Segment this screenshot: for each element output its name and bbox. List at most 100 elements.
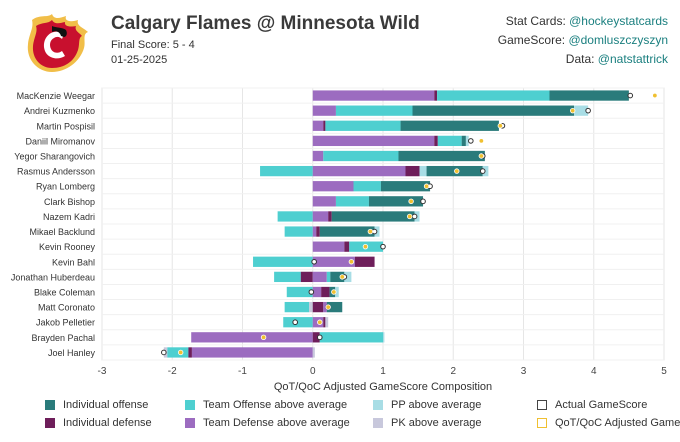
bar-segment-ind-off [326, 301, 343, 313]
actual-gamescore-marker [468, 138, 474, 144]
qot-gamescore-marker [478, 138, 485, 144]
final-score: Final Score: 5 - 4 [111, 39, 195, 51]
actual-gamescore-marker [316, 334, 323, 341]
player-name-label: Kevin Rooney [39, 242, 96, 252]
bar-segment-pp [465, 135, 469, 147]
bar-segment-ind-off [398, 150, 485, 162]
bar-segment-team-off [353, 181, 381, 192]
x-tick-label: 5 [661, 366, 667, 377]
bar-segment-team-off [326, 271, 331, 283]
actual-gamescore-marker [627, 92, 634, 99]
qot-gamescore-marker [325, 304, 331, 310]
qot-gamescore-marker [177, 349, 184, 356]
player-name-label: Jonathan Huberdeau [11, 272, 95, 282]
actual-gamescore-marker [585, 107, 591, 114]
player-name-label: Andrei Kuzmenko [24, 106, 95, 116]
player-name-label: Kevin Bahl [52, 257, 95, 267]
qot-gamescore-marker [497, 123, 504, 129]
qot-gamescore-marker [317, 319, 323, 325]
qot-gamescore-marker [454, 168, 460, 174]
bar-segment-pk [325, 317, 329, 328]
actual-gamescore-marker [308, 289, 315, 295]
credit-data: Data: @natstattrick [565, 52, 668, 66]
qot-gamescore-marker [367, 228, 374, 235]
qot-gamescore-marker [569, 107, 576, 114]
bar-segment-team-off [284, 301, 310, 313]
qot-gamescore-marker [406, 213, 413, 220]
bar-segment-team-off [283, 317, 313, 328]
bar-segment-ind-off [380, 181, 431, 192]
x-tick-label: 0 [310, 366, 316, 377]
x-axis-label: QoT/QoC Adjusted GameScore Composition [274, 381, 492, 393]
bar-segment-ind-def [323, 120, 326, 131]
bar-segment-team-off [335, 196, 369, 207]
qot-gamescore-marker [408, 198, 414, 205]
bar-segment-pp [482, 165, 489, 177]
x-tick-label: 1 [380, 366, 386, 377]
bar-segment-ind-off [319, 226, 375, 237]
bar-segment-team-def [312, 226, 317, 237]
actual-gamescore-marker [411, 213, 418, 220]
qot-gamescore-marker [348, 259, 355, 265]
bar-segment-team-off [274, 271, 301, 283]
player-name-label: Nazem Kadri [43, 212, 95, 222]
x-tick-label: -3 [98, 366, 107, 377]
bar-segment-ind-off [412, 105, 575, 116]
actual-gamescore-marker [292, 319, 298, 326]
actual-gamescore-marker [479, 168, 486, 174]
x-tick-label: 3 [521, 366, 527, 377]
bar-segment-team-def [312, 90, 435, 101]
game-date: 01-25-2025 [111, 54, 168, 66]
bar-segment-ind-def [316, 226, 320, 237]
bar-segment-team-off [335, 105, 413, 116]
qot-gamescore-marker [423, 183, 430, 189]
chart-title: Calgary Flames @ Minnesota Wild [111, 13, 420, 34]
player-name-label: Clark Bishop [44, 197, 95, 207]
bar-segment-team-off [260, 165, 313, 177]
player-name-label: Rasmus Andersson [17, 167, 95, 177]
credit-stat-cards: Stat Cards: @hockeystatcards [505, 14, 668, 28]
credit-handle-link[interactable]: @natstattrick [597, 52, 668, 66]
credits: Stat Cards: @hockeystatcards GameScore: … [498, 12, 668, 69]
bar-segment-team-def [312, 135, 435, 147]
credit-handle-link[interactable]: @domluszczyszyn [568, 33, 668, 47]
player-name-label: Brayden Pachal [31, 333, 95, 343]
bar-segment-team-off [286, 286, 313, 298]
credit-gamescore: GameScore: @domluszczyszyn [497, 33, 668, 47]
bar-segment-team-def [312, 120, 324, 131]
x-tick-label: 4 [591, 366, 597, 377]
qot-gamescore-marker [339, 274, 345, 280]
bar-segment-team-def [312, 241, 345, 252]
bar-segment-team-off [284, 226, 313, 237]
player-name-label: Daniil Miromanov [25, 136, 95, 146]
player-name-label: Matt Coronato [38, 303, 95, 313]
bar-segment-team-off [253, 256, 313, 267]
qot-gamescore-marker [362, 243, 369, 250]
bar-segment-pk [312, 347, 315, 358]
bar-segment-ind-def [405, 165, 420, 177]
bar-segment-ind-off [549, 90, 629, 101]
bar-segment-ind-def [312, 332, 320, 343]
player-name-label: MacKenzie Weegar [17, 91, 95, 101]
bar-segment-ind-off [331, 211, 415, 222]
bar-segment-ind-def [312, 301, 324, 313]
bar-segment-team-def [312, 105, 336, 116]
bar-segment-team-def [312, 150, 324, 162]
x-tick-label: -1 [238, 366, 247, 377]
bar-segment-team-def [312, 165, 406, 177]
actual-gamescore-marker [420, 198, 426, 205]
player-name-label: Joel Hanley [48, 348, 96, 358]
bar-segment-team-def [312, 196, 336, 207]
qot-gamescore-marker [652, 92, 658, 99]
bar-segment-team-off [323, 150, 399, 162]
actual-gamescore-marker [380, 243, 386, 250]
bar-segment-team-off [319, 332, 383, 343]
bar-segment-team-off [437, 90, 550, 101]
credit-handle-link[interactable]: @hockeystatcards [569, 14, 668, 28]
qot-gamescore-marker [331, 289, 337, 295]
bar-segment-team-off [437, 135, 462, 147]
player-name-label: Mikael Backlund [29, 227, 95, 237]
player-name-label: Martin Pospisil [36, 121, 95, 131]
actual-gamescore-marker [311, 258, 317, 265]
